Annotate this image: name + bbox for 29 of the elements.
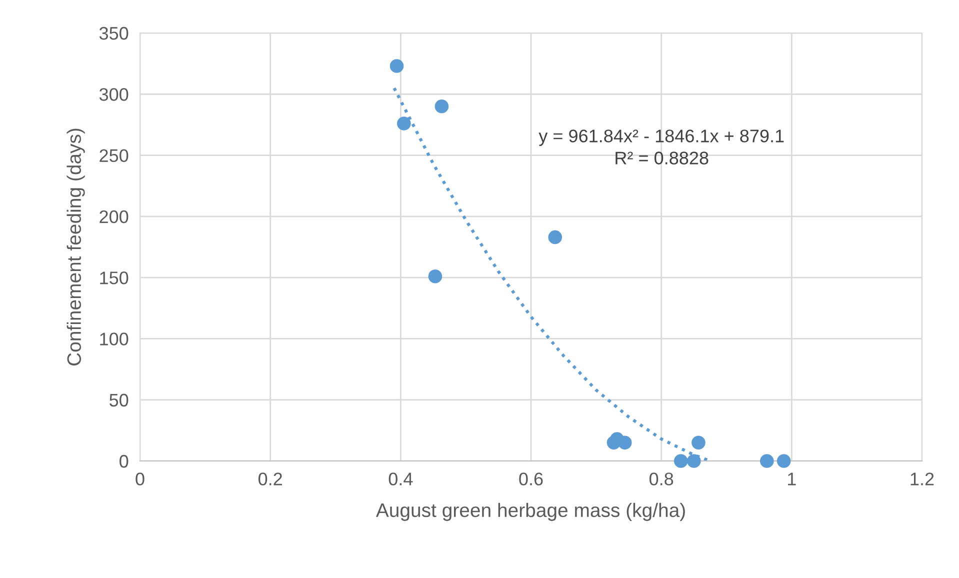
point [618,436,632,450]
y-tick-label: 200 [100,210,128,224]
y-tick-label: 100 [100,332,128,346]
point [687,454,701,468]
point [390,59,404,73]
y-tick-label: 300 [99,88,128,101]
x-tick-label: 0.2 [258,472,282,486]
point [760,454,774,468]
point [674,454,688,468]
y-tick-label: 0 [120,454,128,468]
annotation: y = 961.84x² - 1846.1x + 879.1 R² = 0.8828 [538,130,784,164]
x-tick-label: 1 [788,472,796,486]
y-tick-label: 250 [100,149,128,162]
point [692,436,706,450]
point [548,230,562,244]
y-tick-label: 50 [110,394,128,407]
x-tick-label: 1.2 [910,472,934,486]
point [776,454,791,468]
point [434,99,449,114]
point [397,116,411,130]
y-tick-label: 150 [100,272,128,284]
x-tick-label: 0 [136,472,144,486]
x-tick-label: 0.8 [649,472,674,486]
x-tick-label: 0.6 [519,472,543,486]
x-axis-title: August green herbage mass (kg/ha) [376,502,685,521]
x-tick-label: 0.4 [388,472,413,486]
y-tick-label: 350 [99,26,128,40]
y-axis-title: Confinement feeding (days) [66,128,85,366]
point [428,269,442,284]
